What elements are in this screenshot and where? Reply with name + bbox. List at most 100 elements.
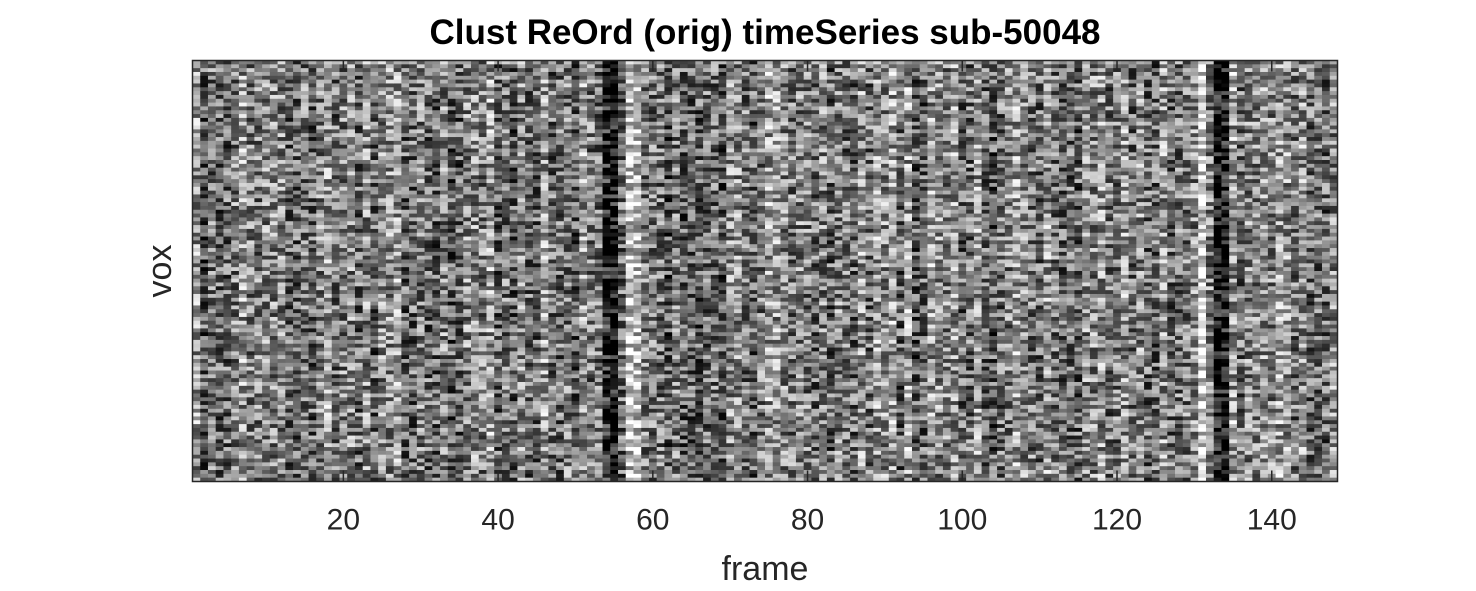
heatmap-cell xyxy=(471,251,480,257)
heatmap-cell xyxy=(339,347,348,352)
heatmap-cell xyxy=(494,94,503,100)
heatmap-cell xyxy=(540,117,549,123)
heatmap-cell xyxy=(324,236,333,241)
heatmap-cell xyxy=(308,378,317,383)
heatmap-cell xyxy=(285,290,294,295)
heatmap-cell xyxy=(401,152,410,157)
heatmap-cell xyxy=(370,182,379,188)
heatmap-cell xyxy=(532,393,542,398)
heatmap-cell xyxy=(238,286,248,291)
heatmap-cell xyxy=(192,225,201,230)
heatmap-cell xyxy=(378,454,387,459)
heatmap-cell xyxy=(416,443,425,448)
heatmap-cell xyxy=(277,282,286,287)
heatmap-cell xyxy=(486,94,495,100)
heatmap-cell xyxy=(316,389,325,394)
heatmap-cell xyxy=(532,140,542,146)
heatmap-cell xyxy=(471,427,480,433)
heatmap-cell xyxy=(471,278,480,283)
heatmap-cell xyxy=(471,121,480,126)
heatmap-cell xyxy=(378,385,387,391)
heatmap-cell xyxy=(424,75,433,81)
heatmap-cell xyxy=(478,466,487,471)
heatmap-cell xyxy=(347,443,356,448)
heatmap-cell xyxy=(331,140,340,146)
heatmap-cell xyxy=(300,94,309,100)
heatmap-cell xyxy=(416,244,425,249)
heatmap-cell xyxy=(308,324,317,329)
heatmap-cell xyxy=(254,332,263,337)
heatmap-cell xyxy=(478,271,487,276)
heatmap-cell xyxy=(455,309,464,314)
heatmap-cell xyxy=(223,94,232,100)
heatmap-cell xyxy=(509,293,518,299)
heatmap-cell xyxy=(455,324,464,329)
heatmap-cell xyxy=(486,470,495,475)
heatmap-cell xyxy=(339,462,348,467)
heatmap-cell xyxy=(486,209,495,214)
heatmap-cell xyxy=(463,255,472,260)
heatmap-cell xyxy=(494,393,503,398)
heatmap-cell xyxy=(347,378,356,383)
heatmap-cell xyxy=(277,447,286,452)
heatmap-cell xyxy=(316,320,325,325)
heatmap-cell xyxy=(494,351,503,356)
heatmap-cell xyxy=(238,98,248,103)
heatmap-cell xyxy=(440,64,449,69)
heatmap-cell xyxy=(393,267,402,272)
heatmap-cell xyxy=(331,248,340,253)
heatmap-cell xyxy=(517,305,526,310)
heatmap-cell xyxy=(501,186,511,192)
heatmap-cell xyxy=(215,221,224,226)
heatmap-cell xyxy=(246,94,255,100)
heatmap-cell xyxy=(347,466,356,471)
heatmap-cell xyxy=(362,393,371,398)
heatmap-cell xyxy=(285,305,294,310)
heatmap-cell xyxy=(293,370,302,375)
heatmap-cell xyxy=(285,278,294,283)
heatmap-cell xyxy=(246,393,255,398)
heatmap-cell xyxy=(354,240,364,245)
heatmap-cell xyxy=(494,458,503,463)
heatmap-cell xyxy=(393,332,402,337)
heatmap-cell xyxy=(293,458,302,463)
heatmap-cell xyxy=(207,420,217,425)
heatmap-cell xyxy=(262,156,271,161)
heatmap-cell xyxy=(308,179,317,184)
heatmap-cell xyxy=(192,125,201,130)
heatmap-cell xyxy=(254,297,263,303)
heatmap-cell xyxy=(432,152,441,157)
heatmap-cell xyxy=(331,447,340,452)
heatmap-cell xyxy=(347,259,356,264)
heatmap-cell xyxy=(532,110,542,115)
heatmap-cell xyxy=(246,98,255,103)
heatmap-cell xyxy=(262,248,271,253)
heatmap-cell xyxy=(432,179,441,184)
heatmap-cell xyxy=(308,87,317,92)
heatmap-cell xyxy=(440,435,449,440)
heatmap-cell xyxy=(378,458,387,463)
heatmap-cell xyxy=(324,228,333,234)
heatmap-cell xyxy=(370,156,379,161)
heatmap-cell xyxy=(532,91,542,96)
heatmap-cell xyxy=(246,439,255,444)
heatmap-cell xyxy=(517,251,526,257)
heatmap-cell xyxy=(300,412,309,417)
heatmap-cell xyxy=(393,297,402,303)
heatmap-cell xyxy=(254,102,263,107)
heatmap-cell xyxy=(238,75,248,81)
heatmap-cell xyxy=(331,443,340,448)
heatmap-cell xyxy=(432,71,441,77)
heatmap-cell xyxy=(432,278,441,283)
heatmap-cell xyxy=(447,167,456,172)
heatmap-cell xyxy=(393,339,402,345)
heatmap-cell xyxy=(207,64,217,69)
heatmap-cell xyxy=(525,447,534,452)
heatmap-cell xyxy=(223,462,232,467)
heatmap-cell xyxy=(486,171,495,176)
heatmap-cell xyxy=(362,450,371,456)
heatmap-cell xyxy=(416,198,425,203)
heatmap-cell xyxy=(424,401,433,406)
heatmap-cell xyxy=(378,263,387,268)
heatmap-cell xyxy=(501,87,511,92)
